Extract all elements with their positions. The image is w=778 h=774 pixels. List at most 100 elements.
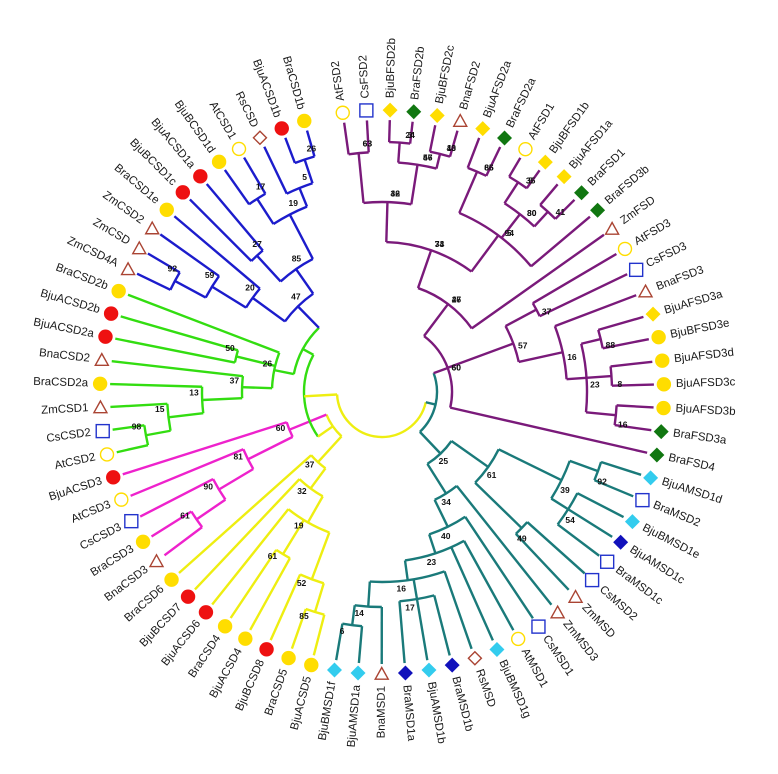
branch-segment	[365, 120, 370, 153]
leaf-label: AtMSD1	[519, 647, 550, 690]
bootstrap-value: 5	[528, 175, 533, 185]
bjubcsd7-marker	[180, 589, 196, 604]
leaf-label: BraFSD4	[667, 452, 716, 474]
leaf-label: BraCSD1b	[280, 55, 307, 111]
bootstrap-value: 15	[155, 404, 165, 414]
bjuacsd2b-marker	[103, 306, 119, 321]
branch-segment	[235, 355, 276, 368]
branch-segment	[412, 579, 419, 600]
bnamsd1-marker	[374, 666, 390, 680]
bjubfsd3e-marker	[651, 329, 666, 345]
branch-segment	[312, 614, 326, 656]
bootstrap-value: 40	[441, 531, 451, 541]
bootstrap-value: 3	[408, 130, 413, 140]
branch-segment	[433, 499, 449, 528]
bootstrap-value: 90	[204, 481, 214, 491]
bootstrap-value: 47	[452, 295, 462, 305]
branch-segment	[298, 187, 309, 208]
zmcsd4a-marker	[120, 261, 136, 276]
branch-segment	[168, 412, 204, 419]
bootstrap-value: 25	[439, 456, 449, 466]
bjuafsd1a-marker	[556, 169, 572, 185]
bjuacsd1b-marker	[274, 121, 289, 136]
branch-segment	[458, 171, 479, 214]
branch-segment	[122, 421, 288, 476]
branch-segment	[342, 122, 350, 155]
bjubcsd1d-marker	[211, 154, 227, 170]
leaf-label: BraCSD5	[263, 667, 290, 717]
branch-segment	[110, 382, 203, 388]
branch-segment	[303, 159, 314, 184]
leaf-label: BjuAFSD3a	[663, 288, 725, 316]
branch-segment	[474, 481, 523, 529]
branch-segment	[554, 198, 576, 220]
bootstrap-value: 63	[363, 139, 373, 149]
branch-segment	[223, 169, 251, 205]
tree-branches	[110, 120, 654, 665]
brafsd2a-marker	[497, 130, 513, 146]
cscsd3-marker	[124, 513, 139, 529]
bootstrap-value: 20	[245, 282, 255, 292]
branch-segment	[243, 156, 267, 195]
bnafsd2-marker	[452, 113, 468, 127]
bramsd1c-marker	[599, 554, 615, 569]
bootstrap-value: 6	[340, 626, 345, 636]
branch-segment	[288, 413, 327, 431]
bracsd3-marker	[135, 534, 151, 549]
leaf-label: BjuAMSD1d	[660, 476, 723, 507]
leaf-label: BraMSD2	[651, 499, 702, 529]
bootstrap-value: 5	[507, 228, 512, 238]
bjuamsd1d-marker	[643, 470, 659, 486]
leaf-label: BraCSD2b	[54, 262, 110, 293]
leaf-label: RsMSD	[473, 668, 497, 709]
brafsd3a-marker	[653, 424, 669, 440]
brafsd4-marker	[649, 447, 665, 463]
branch-segment	[533, 210, 549, 228]
branch-segment	[425, 401, 436, 406]
leaf-markers	[92, 102, 672, 681]
bootstrap-value: 37	[305, 460, 315, 470]
branch-segment	[195, 498, 227, 521]
brafsd3b-marker	[590, 202, 606, 218]
bootstrap-value: 61	[268, 551, 278, 561]
leaf-label: BjuAFSD3b	[675, 403, 736, 418]
branch-segment	[448, 130, 459, 157]
branch-segment	[597, 315, 644, 332]
branch-segment	[211, 285, 247, 309]
branch-segment	[466, 137, 481, 169]
bootstrap-value: 32	[297, 486, 307, 496]
bracsd5-marker	[281, 650, 296, 666]
root-arc	[325, 414, 343, 438]
bootstrap-value: 41	[556, 207, 566, 217]
bootstrap-value: 26	[263, 358, 273, 368]
bjuafsd3b-marker	[656, 400, 671, 416]
bootstrap-value: 85	[299, 611, 309, 621]
leaf-label: BjuACSD2b	[39, 287, 101, 316]
branch-segment	[471, 233, 605, 330]
atfsd1-marker	[518, 142, 533, 157]
branch-segment	[397, 142, 401, 163]
branch-segment	[242, 385, 273, 390]
leaf-label: BjuAFSD2a	[481, 59, 514, 120]
branch-segment	[498, 448, 563, 482]
bootstrap-value: 49	[517, 533, 527, 543]
branch-segment	[576, 492, 625, 519]
bnacsd3-marker	[148, 553, 165, 568]
leaf-label: BraCSD2a	[33, 376, 89, 390]
leaf-label: CsFSD3	[644, 240, 688, 270]
branch-segment	[525, 169, 541, 189]
branch-segment	[305, 130, 316, 157]
bootstrap-value: 60	[276, 423, 286, 433]
branch-segment	[194, 478, 301, 591]
bjuafsd3a-marker	[645, 306, 661, 322]
branch-segment	[428, 534, 437, 554]
leaf-label: BraFSD2b	[409, 46, 427, 101]
brafsd1-marker	[574, 185, 590, 201]
branch-segment	[464, 516, 534, 619]
bjuamsd1b-marker	[421, 662, 437, 678]
leaf-label: ZmCSD4A	[65, 235, 120, 270]
bjuacsd3-marker	[106, 470, 121, 485]
bjubcsd8-marker	[259, 642, 274, 657]
leaf-label: BjuACSD3	[48, 475, 104, 503]
leaf-label: BjuBFSD2b	[384, 38, 398, 98]
